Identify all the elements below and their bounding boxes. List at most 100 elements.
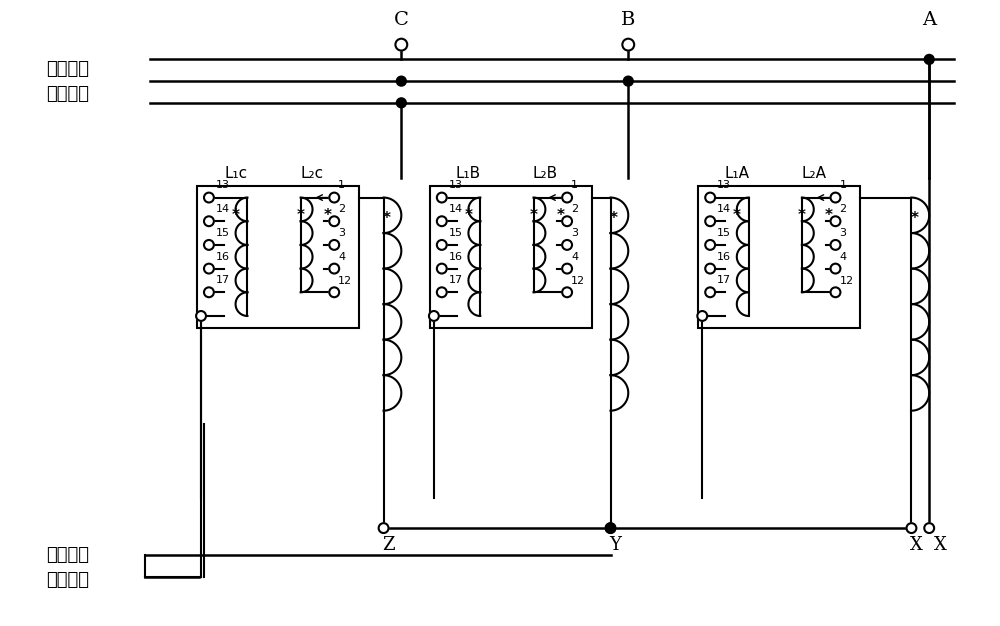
Text: X: X <box>934 536 947 554</box>
Circle shape <box>329 287 339 297</box>
Text: 12: 12 <box>338 276 352 286</box>
Circle shape <box>204 287 214 297</box>
Text: *: * <box>383 212 391 227</box>
Text: 17: 17 <box>717 275 731 285</box>
Text: 12: 12 <box>571 276 585 286</box>
Text: 3: 3 <box>571 228 578 238</box>
Circle shape <box>562 217 572 226</box>
Circle shape <box>437 264 447 274</box>
Text: 1: 1 <box>571 180 578 190</box>
Text: Z: Z <box>382 536 395 554</box>
Circle shape <box>924 523 934 533</box>
Circle shape <box>623 76 633 86</box>
Circle shape <box>924 54 934 64</box>
Circle shape <box>705 264 715 274</box>
Text: 4: 4 <box>571 252 578 262</box>
Circle shape <box>437 193 447 202</box>
Text: 输出至整
流变压器: 输出至整 流变压器 <box>46 59 89 103</box>
Text: 1: 1 <box>839 180 846 190</box>
Circle shape <box>329 217 339 226</box>
Text: L₂A: L₂A <box>801 166 826 181</box>
Circle shape <box>831 287 840 297</box>
Text: C: C <box>394 11 409 29</box>
Text: 16: 16 <box>717 252 731 262</box>
Circle shape <box>396 98 406 108</box>
Circle shape <box>831 264 840 274</box>
Circle shape <box>606 523 615 533</box>
Text: *: * <box>798 208 806 223</box>
Text: 输出至整
流变压器: 输出至整 流变压器 <box>46 546 89 589</box>
Text: 14: 14 <box>717 204 731 214</box>
Text: 14: 14 <box>449 204 463 214</box>
Circle shape <box>705 193 715 202</box>
Circle shape <box>204 240 214 250</box>
Text: 16: 16 <box>216 252 230 262</box>
Text: 15: 15 <box>717 228 731 238</box>
Text: Y: Y <box>610 536 621 554</box>
Text: L₁A: L₁A <box>724 166 749 181</box>
Text: *: * <box>825 208 833 223</box>
Circle shape <box>705 217 715 226</box>
Text: *: * <box>297 208 305 223</box>
Circle shape <box>622 39 634 51</box>
Text: *: * <box>910 212 918 227</box>
Circle shape <box>329 193 339 202</box>
Text: 2: 2 <box>338 204 345 214</box>
Circle shape <box>831 193 840 202</box>
Circle shape <box>204 264 214 274</box>
Text: 13: 13 <box>449 180 463 190</box>
Text: 3: 3 <box>338 228 345 238</box>
Bar <box>698 186 860 328</box>
Circle shape <box>562 287 572 297</box>
Text: *: * <box>323 208 331 223</box>
Circle shape <box>379 523 389 533</box>
Text: 1: 1 <box>338 180 345 190</box>
Circle shape <box>705 287 715 297</box>
Text: L₂B: L₂B <box>533 166 558 181</box>
Circle shape <box>204 217 214 226</box>
Circle shape <box>697 311 707 321</box>
Circle shape <box>606 523 615 533</box>
Text: *: * <box>609 212 617 227</box>
Text: 2: 2 <box>571 204 578 214</box>
Circle shape <box>396 76 406 86</box>
Circle shape <box>437 217 447 226</box>
Text: *: * <box>733 208 741 223</box>
Text: 3: 3 <box>839 228 846 238</box>
Text: *: * <box>232 208 240 223</box>
Circle shape <box>831 217 840 226</box>
Text: 4: 4 <box>338 252 345 262</box>
Text: 12: 12 <box>839 276 854 286</box>
Circle shape <box>395 39 407 51</box>
Circle shape <box>437 240 447 250</box>
Text: 17: 17 <box>216 275 230 285</box>
Text: 13: 13 <box>717 180 731 190</box>
Bar <box>197 186 359 328</box>
Text: L₁B: L₁B <box>456 166 481 181</box>
Text: 4: 4 <box>839 252 847 262</box>
Text: A: A <box>922 11 936 29</box>
Text: 17: 17 <box>449 275 463 285</box>
Circle shape <box>831 240 840 250</box>
Circle shape <box>196 311 206 321</box>
Circle shape <box>204 193 214 202</box>
Circle shape <box>429 311 439 321</box>
Text: 15: 15 <box>449 228 463 238</box>
Circle shape <box>705 240 715 250</box>
Text: 14: 14 <box>216 204 230 214</box>
Circle shape <box>562 240 572 250</box>
Bar <box>430 186 592 328</box>
Text: B: B <box>621 11 635 29</box>
Circle shape <box>329 240 339 250</box>
Circle shape <box>437 287 447 297</box>
Text: 15: 15 <box>216 228 230 238</box>
Circle shape <box>907 523 916 533</box>
Text: *: * <box>556 208 564 223</box>
Text: L₂c: L₂c <box>301 166 324 181</box>
Text: L₁c: L₁c <box>224 166 247 181</box>
Circle shape <box>329 264 339 274</box>
Text: *: * <box>530 208 538 223</box>
Text: *: * <box>464 208 472 223</box>
Text: 13: 13 <box>216 180 230 190</box>
Text: 16: 16 <box>449 252 463 262</box>
